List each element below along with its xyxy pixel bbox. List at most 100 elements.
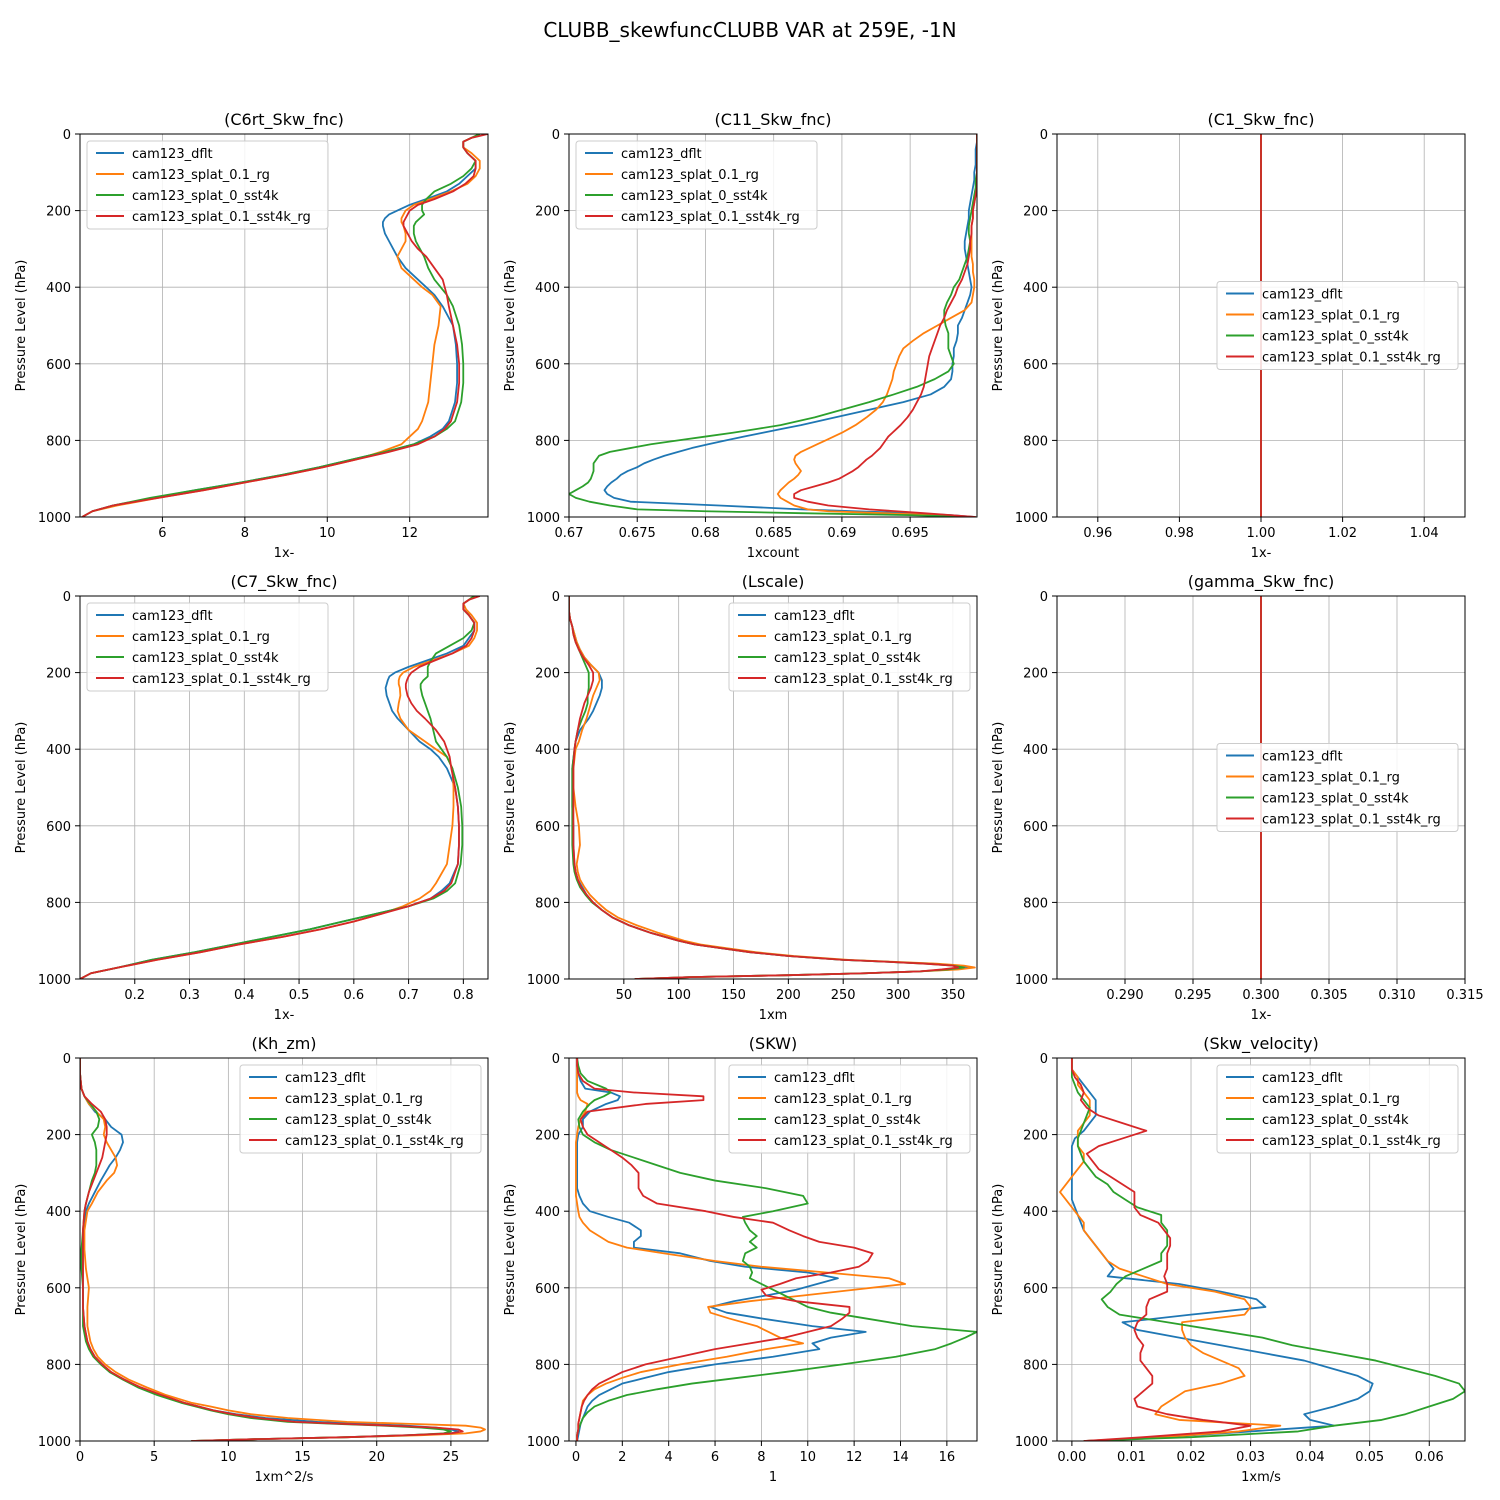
series-group (81, 134, 488, 517)
series-group (575, 1058, 977, 1441)
x-tick-label: 25 (443, 1450, 460, 1465)
subplot-7: 0 5 10 15 20 25 0 200 400 600 800 1000 (Kh_zm) 1xm^2/… (14, 1034, 489, 1485)
x-tick-label: 0.300 (1242, 988, 1279, 1003)
legend-entry: cam123_splat_0.1_sst4k_rg (1262, 1134, 1441, 1149)
x-tick-label: 6 (158, 526, 166, 541)
x-axis-label: 1x- (1251, 1008, 1272, 1023)
x-tick-label: 0.68 (691, 526, 720, 541)
y-tick-label: 800 (46, 896, 71, 911)
series-line-cam123_splat_0.1_rg (1059, 1058, 1282, 1441)
y-tick-label: 400 (535, 281, 560, 296)
x-tick-label: 0.295 (1174, 988, 1211, 1003)
legend-entry: cam123_dflt (1262, 750, 1343, 765)
y-tick-label: 800 (46, 1358, 71, 1373)
legend-entry: cam123_splat_0_sst4k (774, 1113, 921, 1128)
subplot-8: 0 2 4 6 8 10 12 14 16 0 200 400 600 800 1000 (SKW) 1 Pres… (503, 1034, 978, 1485)
x-tick-label: 0.05 (1355, 1450, 1384, 1465)
x-tick-label: 1.02 (1328, 526, 1357, 541)
series-line-cam123_splat_0.1_sst4k_rg (576, 1058, 874, 1441)
x-axis-label: 1x- (1251, 546, 1272, 561)
series-line-cam123_splat_0_sst4k (80, 596, 476, 979)
x-tick-label: 8 (757, 1450, 765, 1465)
y-tick-label: 400 (1023, 1205, 1048, 1220)
legend-entry: cam123_splat_0.1_sst4k_rg (132, 210, 311, 225)
y-tick-label: 600 (46, 820, 71, 835)
y-tick-label: 600 (46, 1282, 71, 1297)
legend-entry: cam123_splat_0.1_sst4k_rg (132, 672, 311, 687)
y-tick-label: 800 (1023, 896, 1048, 911)
series-line-cam123_splat_0.1_sst4k_rg (80, 1058, 464, 1441)
y-tick-label: 0 (552, 590, 560, 605)
figure-title: CLUBB_skewfuncCLUBB VAR at 259E, -1N (543, 18, 956, 42)
y-tick-label: 1000 (38, 973, 71, 988)
legend-entry: cam123_dflt (621, 147, 702, 162)
y-tick-label: 1000 (527, 1435, 560, 1450)
y-tick-label: 600 (535, 358, 560, 373)
x-tick-label: 0.96 (1083, 526, 1112, 541)
subplot-6: 0.290 0.295 0.300 0.305 0.310 0.315 0 200 400 600… (991, 572, 1484, 1023)
legend-entry: cam123_splat_0.1_sst4k_rg (621, 210, 800, 225)
legend-entry: cam123_dflt (285, 1071, 366, 1086)
x-tick-label: 8 (241, 526, 249, 541)
subplot-3: 0.96 0.98 1.00 1.02 1.04 0 200 400 600 800 1000 (C1… (991, 110, 1466, 561)
legend-entry: cam123_splat_0_sst4k (621, 189, 768, 204)
series-line-cam123_splat_0_sst4k (569, 134, 977, 517)
legend-entry: cam123_splat_0.1_rg (132, 630, 270, 645)
legend-entry: cam123_splat_0_sst4k (285, 1113, 432, 1128)
legend-entry: cam123_dflt (132, 147, 213, 162)
legend-entry: cam123_splat_0_sst4k (1262, 1113, 1409, 1128)
y-tick-label: 400 (535, 743, 560, 758)
y-axis-label: Pressure Level (hPa) (503, 1184, 518, 1316)
x-tick-label: 15 (294, 1450, 311, 1465)
legend-entry: cam123_splat_0.1_sst4k_rg (1262, 813, 1441, 828)
subplot-title: (Kh_zm) (251, 1034, 316, 1054)
legend-entry: cam123_dflt (774, 1071, 855, 1086)
y-axis-label: Pressure Level (hPa) (503, 260, 518, 392)
subplot-grid: 6 8 10 1202004006008001000(C6rt_Skw_fnc)1x-… (14, 110, 1484, 1485)
x-tick-label: 16 (939, 1450, 956, 1465)
subplot-title: (SKW) (749, 1034, 797, 1053)
legend-entry: cam123_dflt (774, 609, 855, 624)
x-axis-label: 1x- (274, 1008, 295, 1023)
legend-entry: cam123_dflt (132, 609, 213, 624)
legend: cam123_dflt cam123_splat_0.1_rg cam123_spl… (1216, 281, 1459, 370)
axes-frame (1056, 1057, 1466, 1442)
x-tick-label: 0.67 (555, 526, 584, 541)
x-tick-label: 12 (401, 526, 418, 541)
legend-box (575, 140, 818, 230)
y-tick-label: 600 (535, 820, 560, 835)
x-tick-label: 14 (892, 1450, 909, 1465)
x-axis-label: 1xm/s (1241, 1470, 1281, 1485)
x-tick-label: 50 (616, 988, 633, 1003)
subplot-title: (C11_Skw_fnc) (714, 110, 831, 130)
x-tick-label: 10 (799, 1450, 816, 1465)
subplot-title: (C7_Skw_fnc) (231, 572, 338, 592)
y-tick-label: 200 (1023, 1129, 1048, 1144)
y-tick-label: 1000 (1015, 1435, 1048, 1450)
legend-box (1216, 743, 1459, 832)
subplot-title: (Skw_velocity) (1203, 1034, 1319, 1054)
legend-box (728, 602, 971, 692)
subplot-title: (C1_Skw_fnc) (1208, 110, 1315, 130)
x-tick-label: 0.02 (1177, 1450, 1206, 1465)
y-axis-label: Pressure Level (hPa) (14, 722, 29, 854)
series-group (80, 596, 481, 979)
x-tick-label: 0.00 (1057, 1450, 1086, 1465)
x-axis-label: 1xm (759, 1008, 788, 1023)
x-tick-label: 200 (776, 988, 801, 1003)
x-tick-label: 0.01 (1117, 1450, 1146, 1465)
x-tick-label: 0.685 (755, 526, 792, 541)
legend: cam123_dflt cam123_splat_0.1_rg cam123_spl… (86, 140, 329, 230)
series-line-cam123_splat_0.1_sst4k_rg (569, 596, 960, 979)
legend-box (1216, 1064, 1459, 1154)
x-tick-label: 0 (572, 1450, 580, 1465)
x-tick-label: 4 (665, 1450, 673, 1465)
legend: cam123_dflt cam123_splat_0.1_rg cam123_spl… (575, 140, 818, 230)
legend: cam123_dflt cam123_splat_0.1_rg cam123_spl… (239, 1064, 482, 1154)
y-tick-label: 0 (1040, 128, 1048, 143)
series-line-cam123_splat_0.1_sst4k_rg (1070, 1058, 1252, 1441)
legend: cam123_dflt cam123_splat_0.1_rg cam123_spl… (1216, 1064, 1459, 1154)
y-axis-label: Pressure Level (hPa) (14, 260, 29, 392)
y-tick-label: 400 (1023, 743, 1048, 758)
